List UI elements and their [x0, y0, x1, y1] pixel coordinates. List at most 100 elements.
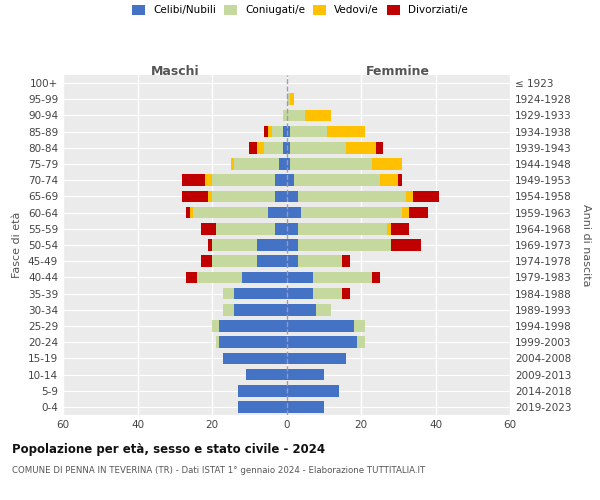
- Bar: [413, 190, 439, 202]
- Bar: [346, 142, 376, 154]
- Bar: [298, 256, 343, 267]
- Bar: [287, 352, 346, 364]
- Text: Femmine: Femmine: [366, 66, 430, 78]
- Bar: [279, 158, 287, 170]
- Bar: [201, 256, 212, 267]
- Bar: [275, 174, 287, 186]
- Y-axis label: Anni di nascita: Anni di nascita: [581, 204, 591, 286]
- Bar: [235, 158, 279, 170]
- Bar: [238, 385, 287, 396]
- Bar: [380, 174, 398, 186]
- Bar: [287, 320, 353, 332]
- Bar: [212, 239, 257, 251]
- Bar: [212, 190, 275, 202]
- Bar: [402, 207, 409, 218]
- Bar: [287, 304, 316, 316]
- Bar: [287, 256, 298, 267]
- Bar: [283, 126, 287, 138]
- Bar: [223, 304, 235, 316]
- Bar: [182, 190, 208, 202]
- Bar: [372, 272, 380, 283]
- Bar: [264, 142, 283, 154]
- Bar: [313, 288, 343, 300]
- Bar: [287, 223, 298, 234]
- Bar: [257, 239, 287, 251]
- Bar: [391, 239, 421, 251]
- Bar: [376, 142, 383, 154]
- Bar: [287, 385, 338, 396]
- Bar: [287, 401, 324, 412]
- Y-axis label: Fasce di età: Fasce di età: [13, 212, 22, 278]
- Bar: [186, 272, 197, 283]
- Bar: [205, 174, 212, 186]
- Bar: [268, 207, 287, 218]
- Bar: [301, 207, 402, 218]
- Bar: [257, 142, 264, 154]
- Bar: [216, 223, 275, 234]
- Bar: [290, 142, 346, 154]
- Bar: [287, 239, 298, 251]
- Bar: [193, 207, 268, 218]
- Bar: [372, 158, 402, 170]
- Bar: [391, 223, 409, 234]
- Text: COMUNE DI PENNA IN TEVERINA (TR) - Dati ISTAT 1° gennaio 2024 - Elaborazione TUT: COMUNE DI PENNA IN TEVERINA (TR) - Dati …: [12, 466, 425, 475]
- Bar: [409, 207, 428, 218]
- Bar: [298, 239, 391, 251]
- Bar: [287, 126, 290, 138]
- Bar: [287, 174, 294, 186]
- Bar: [313, 272, 372, 283]
- Bar: [357, 336, 365, 348]
- Bar: [287, 142, 290, 154]
- Bar: [197, 272, 242, 283]
- Bar: [201, 223, 216, 234]
- Bar: [298, 223, 387, 234]
- Legend: Celibi/Nubili, Coniugati/e, Vedovi/e, Divorziati/e: Celibi/Nubili, Coniugati/e, Vedovi/e, Di…: [132, 5, 468, 15]
- Bar: [328, 126, 365, 138]
- Bar: [264, 126, 268, 138]
- Bar: [287, 368, 324, 380]
- Bar: [298, 190, 406, 202]
- Bar: [287, 190, 298, 202]
- Bar: [245, 368, 287, 380]
- Bar: [186, 207, 190, 218]
- Bar: [287, 94, 290, 105]
- Bar: [353, 320, 365, 332]
- Bar: [235, 304, 287, 316]
- Bar: [316, 304, 331, 316]
- Bar: [290, 126, 328, 138]
- Bar: [238, 401, 287, 412]
- Bar: [398, 174, 402, 186]
- Bar: [283, 142, 287, 154]
- Bar: [406, 190, 413, 202]
- Bar: [287, 110, 305, 122]
- Bar: [275, 190, 287, 202]
- Bar: [287, 336, 357, 348]
- Bar: [387, 223, 391, 234]
- Bar: [290, 158, 372, 170]
- Text: Maschi: Maschi: [151, 66, 199, 78]
- Bar: [223, 352, 287, 364]
- Bar: [272, 126, 283, 138]
- Bar: [212, 320, 220, 332]
- Bar: [294, 174, 380, 186]
- Bar: [182, 174, 205, 186]
- Bar: [287, 272, 313, 283]
- Bar: [287, 158, 290, 170]
- Bar: [223, 288, 235, 300]
- Bar: [208, 239, 212, 251]
- Bar: [290, 94, 294, 105]
- Text: Popolazione per età, sesso e stato civile - 2024: Popolazione per età, sesso e stato civil…: [12, 442, 325, 456]
- Bar: [242, 272, 287, 283]
- Bar: [257, 256, 287, 267]
- Bar: [305, 110, 331, 122]
- Bar: [235, 288, 287, 300]
- Bar: [275, 223, 287, 234]
- Bar: [212, 174, 275, 186]
- Bar: [249, 142, 257, 154]
- Bar: [208, 190, 212, 202]
- Bar: [212, 256, 257, 267]
- Bar: [283, 110, 287, 122]
- Bar: [220, 336, 287, 348]
- Bar: [287, 288, 313, 300]
- Bar: [220, 320, 287, 332]
